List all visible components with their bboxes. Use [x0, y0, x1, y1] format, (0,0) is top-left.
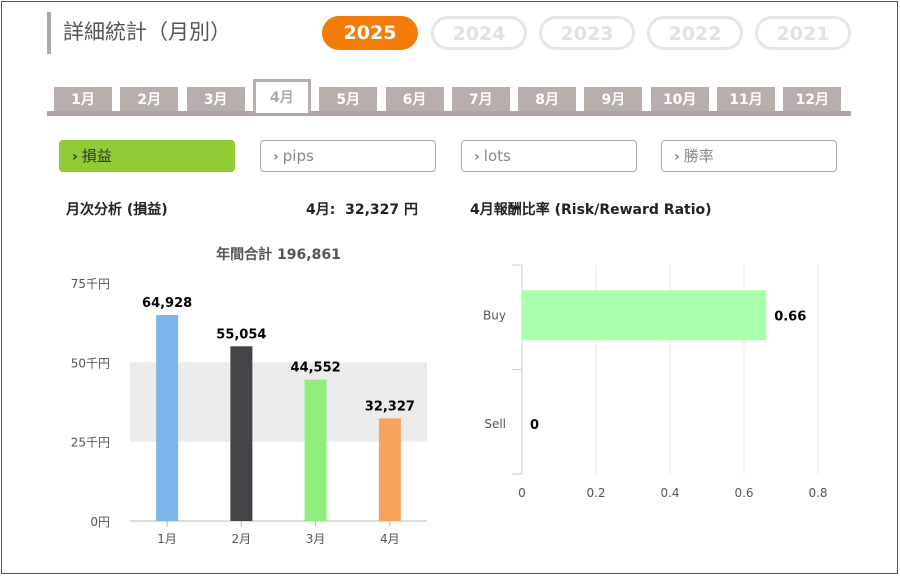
year-tab-2023[interactable]: 2023 [539, 16, 635, 50]
risk-reward-title: 4月報酬比率 (Risk/Reward Ratio) [470, 202, 712, 218]
monthly-analysis-title: 月次分析 (損益) [66, 202, 168, 218]
month-tab-11[interactable]: 11月 [717, 87, 775, 111]
filter-label: lots [483, 147, 511, 165]
month-tab-8[interactable]: 8月 [518, 87, 577, 111]
year-tab-2022[interactable]: 2022 [647, 16, 743, 50]
month-tab-12[interactable]: 12月 [783, 87, 842, 111]
page-header: 詳細統計（月別） [47, 12, 307, 54]
chevron-right-icon: › [273, 149, 279, 165]
profit-filter-button[interactable]: › 損益 [59, 140, 235, 172]
year-tab-2025[interactable]: 2025 [322, 16, 418, 50]
filter-label: 損益 [81, 147, 112, 165]
filter-label: pips [282, 147, 314, 165]
month-tab-5[interactable]: 5月 [319, 87, 378, 111]
lots-filter-button[interactable]: › lots [461, 140, 637, 172]
month-tab-underline [47, 111, 851, 116]
month-tab-1[interactable]: 1月 [54, 87, 112, 111]
pips-filter-button[interactable]: › pips [260, 140, 436, 172]
month-tab-7[interactable]: 7月 [451, 87, 510, 111]
month-profit-summary: 4月: 32,327 円 [306, 202, 418, 218]
month-tab-3[interactable]: 3月 [186, 87, 245, 111]
year-tab-2024[interactable]: 2024 [431, 16, 527, 50]
page-title: 詳細統計（月別） [63, 20, 231, 44]
filter-label: 勝率 [683, 147, 714, 165]
chevron-right-icon: › [674, 149, 680, 165]
winrate-filter-button[interactable]: › 勝率 [661, 140, 837, 172]
chevron-right-icon: › [72, 149, 78, 165]
month-tab-2[interactable]: 2月 [120, 87, 179, 111]
month-tab-10[interactable]: 10月 [650, 87, 709, 111]
month-tab-4[interactable]: 4月 [252, 79, 311, 113]
month-tab-6[interactable]: 6月 [385, 87, 444, 111]
year-tab-2021[interactable]: 2021 [755, 16, 851, 50]
month-tab-9[interactable]: 9月 [584, 87, 643, 111]
chevron-right-icon: › [474, 149, 480, 165]
